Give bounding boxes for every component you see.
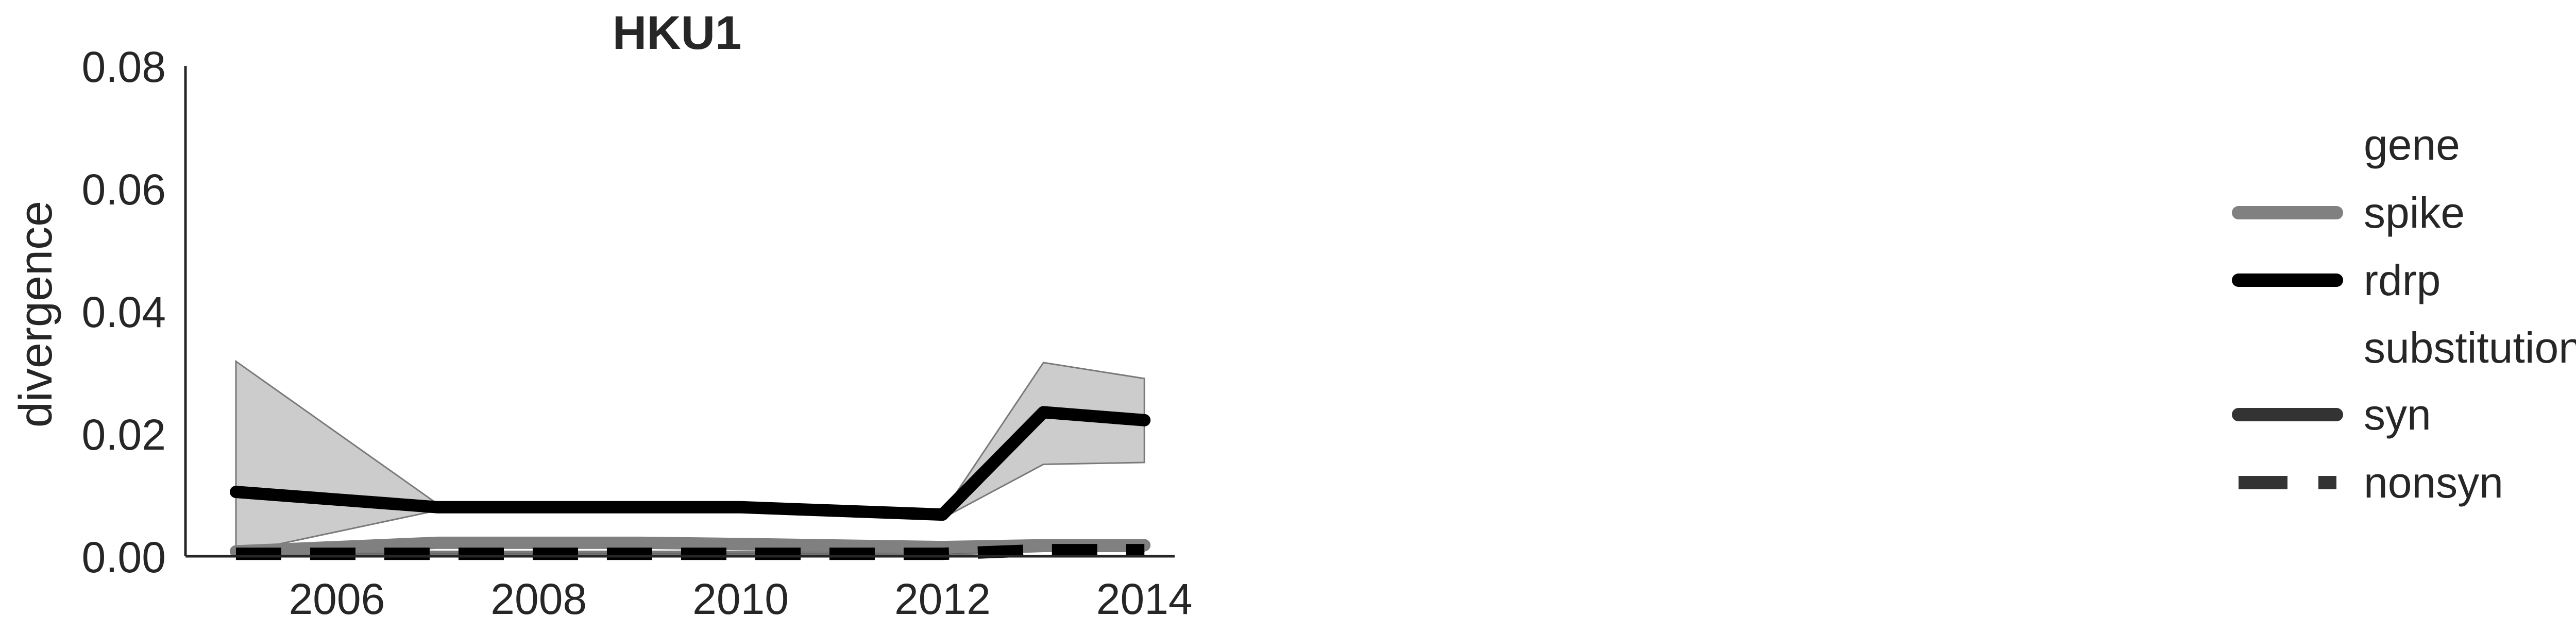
legend-title-substitution: substitution — [2364, 323, 2576, 372]
y-tick-label: 0.08 — [82, 43, 166, 91]
series-lines — [229, 406, 1151, 560]
series-line-spike-syn — [229, 536, 1151, 558]
y-tick-label: 0.06 — [82, 165, 166, 214]
x-tick-label: 2006 — [289, 575, 385, 623]
y-tick-labels: 0.00 0.02 0.04 0.06 0.08 — [82, 43, 166, 581]
legend-label-nonsyn: nonsyn — [2364, 458, 2503, 507]
y-tick-label: 0.00 — [82, 533, 166, 581]
x-tick-labels: 2006 2008 2010 2012 2014 — [289, 575, 1192, 623]
y-tick-label: 0.04 — [82, 288, 166, 336]
legend-label-rdrp: rdrp — [2364, 256, 2441, 304]
legend-label-syn: syn — [2364, 390, 2431, 439]
series-line-rdrp-syn — [229, 406, 1151, 521]
legend-label-spike: spike — [2364, 189, 2465, 237]
x-tick-label: 2012 — [894, 575, 991, 623]
chart-title: HKU1 — [613, 7, 741, 59]
ci-band-rdrp-syn — [235, 360, 1145, 554]
x-tick-label: 2010 — [692, 575, 789, 623]
y-tick-label: 0.02 — [82, 410, 166, 459]
y-axis-label: divergence — [10, 201, 62, 427]
x-tick-label: 2008 — [490, 575, 587, 623]
x-tick-label: 2014 — [1096, 575, 1193, 623]
legend: gene spike rdrp substitution syn nonsyn — [2232, 121, 2576, 507]
ci-bands — [235, 360, 1145, 556]
legend-title-gene: gene — [2364, 121, 2460, 169]
